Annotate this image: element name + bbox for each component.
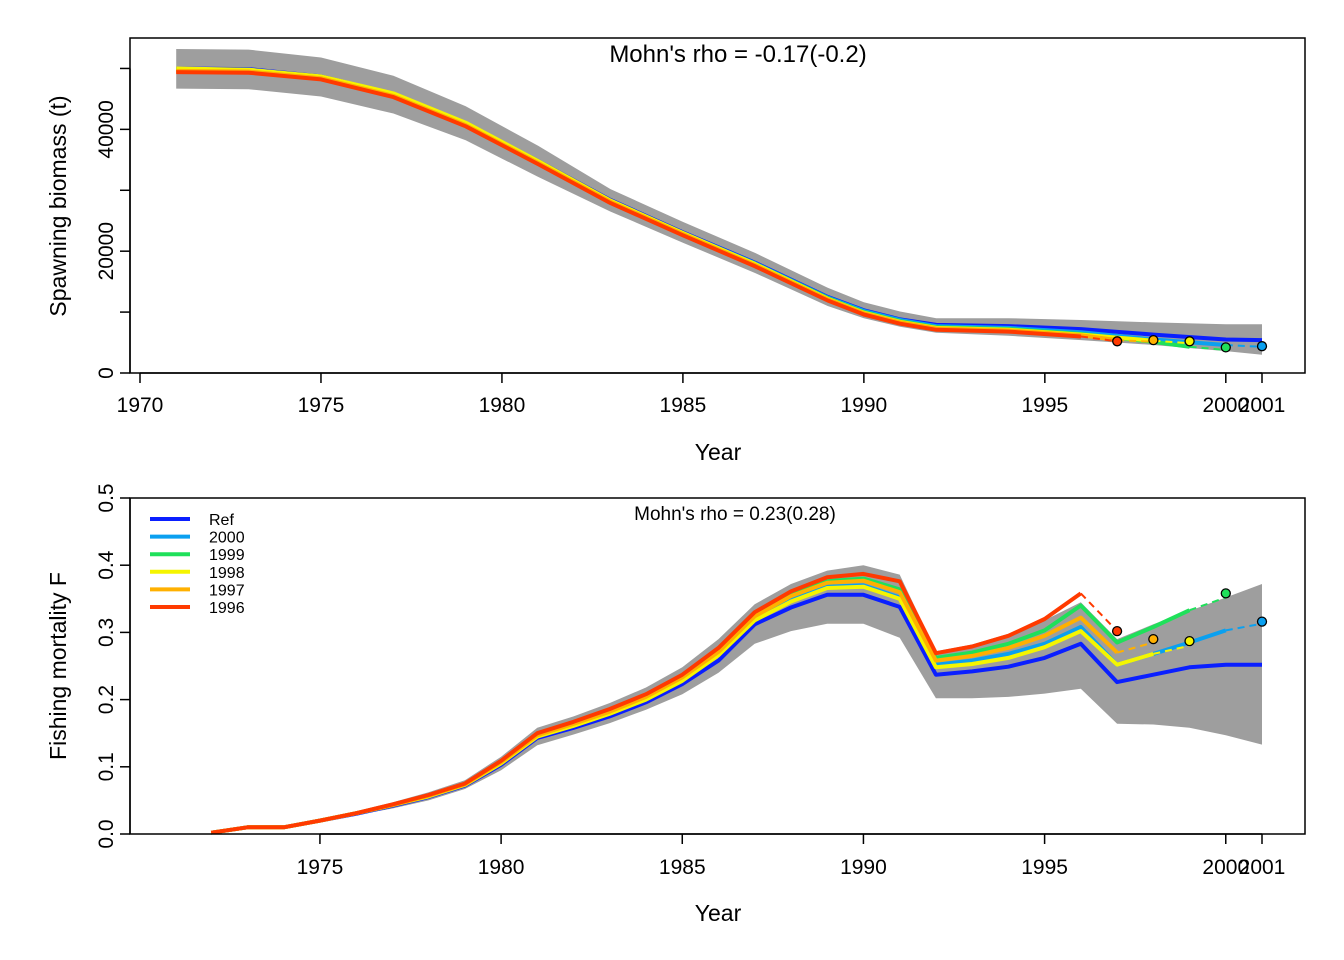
fishing-mortality-panel: 1975 1980 1985 1990 1995 200020010.00.10.20.3… — [45, 483, 1306, 926]
projection-line-1997 — [1117, 339, 1154, 343]
confidence-band — [176, 49, 1263, 355]
projection-line-1999 — [1189, 345, 1226, 351]
legend-label-2000: 2000 — [209, 530, 245, 547]
y-tick-label: 0.3 — [95, 618, 118, 647]
x-tick-label: 2000 — [1202, 856, 1249, 879]
legend-label-Ref: Ref — [209, 512, 234, 529]
y-tick-label: 0.1 — [95, 752, 118, 781]
projection-line-2000 — [1225, 344, 1263, 348]
projection-line-1996 — [1080, 592, 1118, 632]
terminal-point-2000 — [1256, 341, 1268, 352]
projection-line-1996 — [1080, 335, 1118, 343]
x-tick-label: 2001 — [1239, 394, 1286, 417]
y-axis: 0.0 0.1 0.2 0.3 0.4 0.5 — [95, 483, 131, 849]
projection-line-1997 — [1116, 641, 1154, 654]
y-tick-label: 0.5 — [95, 483, 118, 512]
series-line-1999 — [176, 67, 1190, 349]
x-tick-label: 1970 — [117, 394, 164, 417]
chart-title: Mohn's rho = 0.23(0.28) — [634, 504, 836, 525]
legend-label-1997: 1997 — [209, 582, 245, 599]
x-tick-label: 1985 — [660, 394, 707, 417]
y-axis: 0 20000 40000 — [95, 67, 131, 379]
y-tick-label: 0 — [95, 367, 118, 379]
x-tick-label: 1980 — [479, 394, 526, 417]
y-tick-label: 40000 — [95, 100, 118, 158]
legend-label-1999: 1999 — [209, 547, 245, 564]
x-tick-label: 2001 — [1239, 856, 1286, 879]
terminal-point-1998 — [1184, 635, 1195, 647]
projection-line-1999 — [1189, 596, 1227, 612]
projection-line-1998 — [1153, 339, 1190, 345]
plot-layer: 1975 1980 1985 1990 1995 200020010.00.10.20.3… — [95, 483, 1306, 879]
series-line-Ref — [176, 66, 1263, 343]
y-tick-label: 0.4 — [95, 550, 118, 580]
terminal-point-1999 — [1220, 588, 1231, 599]
x-tick-label: 1990 — [840, 856, 887, 879]
terminal-point-1998 — [1184, 336, 1195, 347]
x-tick-label: 1975 — [297, 856, 344, 879]
y-tick-label: 0.2 — [95, 685, 118, 714]
x-axis-label: Year — [695, 439, 742, 465]
confidence-band — [211, 565, 1263, 834]
x-tick-label: 1990 — [841, 394, 888, 417]
x-tick-label: 1995 — [1021, 394, 1068, 417]
series-line-1999 — [210, 576, 1191, 835]
series-line-1997 — [210, 578, 1119, 835]
series-line-1996 — [176, 70, 1082, 339]
legend-label-1998: 1998 — [209, 565, 245, 582]
y-axis-label: Fishing mortality F — [45, 572, 71, 760]
series-line-1996 — [210, 571, 1082, 835]
x-tick-label: 1980 — [478, 856, 525, 879]
x-axis-label: Year — [695, 900, 742, 926]
x-tick-label: 1995 — [1021, 856, 1068, 879]
terminal-point-1997 — [1148, 633, 1159, 645]
terminal-point-2000 — [1256, 616, 1268, 627]
terminal-point-1996 — [1111, 625, 1123, 637]
legend-label-1996: 1996 — [209, 600, 245, 617]
x-tick-label: 1975 — [298, 394, 345, 417]
y-axis-label: Spawning biomass (t) — [45, 95, 71, 316]
y-tick-label: 0.0 — [95, 819, 118, 848]
projection-line-1998 — [1153, 644, 1190, 655]
chart-title: Mohn's rho = -0.17(-0.2) — [609, 41, 866, 68]
y-tick-label: 20000 — [95, 222, 118, 280]
terminal-point-1999 — [1220, 342, 1231, 353]
terminal-point-1996 — [1112, 336, 1123, 347]
projection-line-2000 — [1225, 622, 1263, 632]
series-line-1998 — [210, 584, 1154, 835]
x-tick-label: 2000 — [1202, 394, 1249, 417]
series-line-1998 — [176, 66, 1154, 343]
x-tick-label: 1985 — [659, 856, 706, 879]
series-line-2000 — [176, 67, 1226, 347]
terminal-point-1997 — [1148, 334, 1159, 346]
